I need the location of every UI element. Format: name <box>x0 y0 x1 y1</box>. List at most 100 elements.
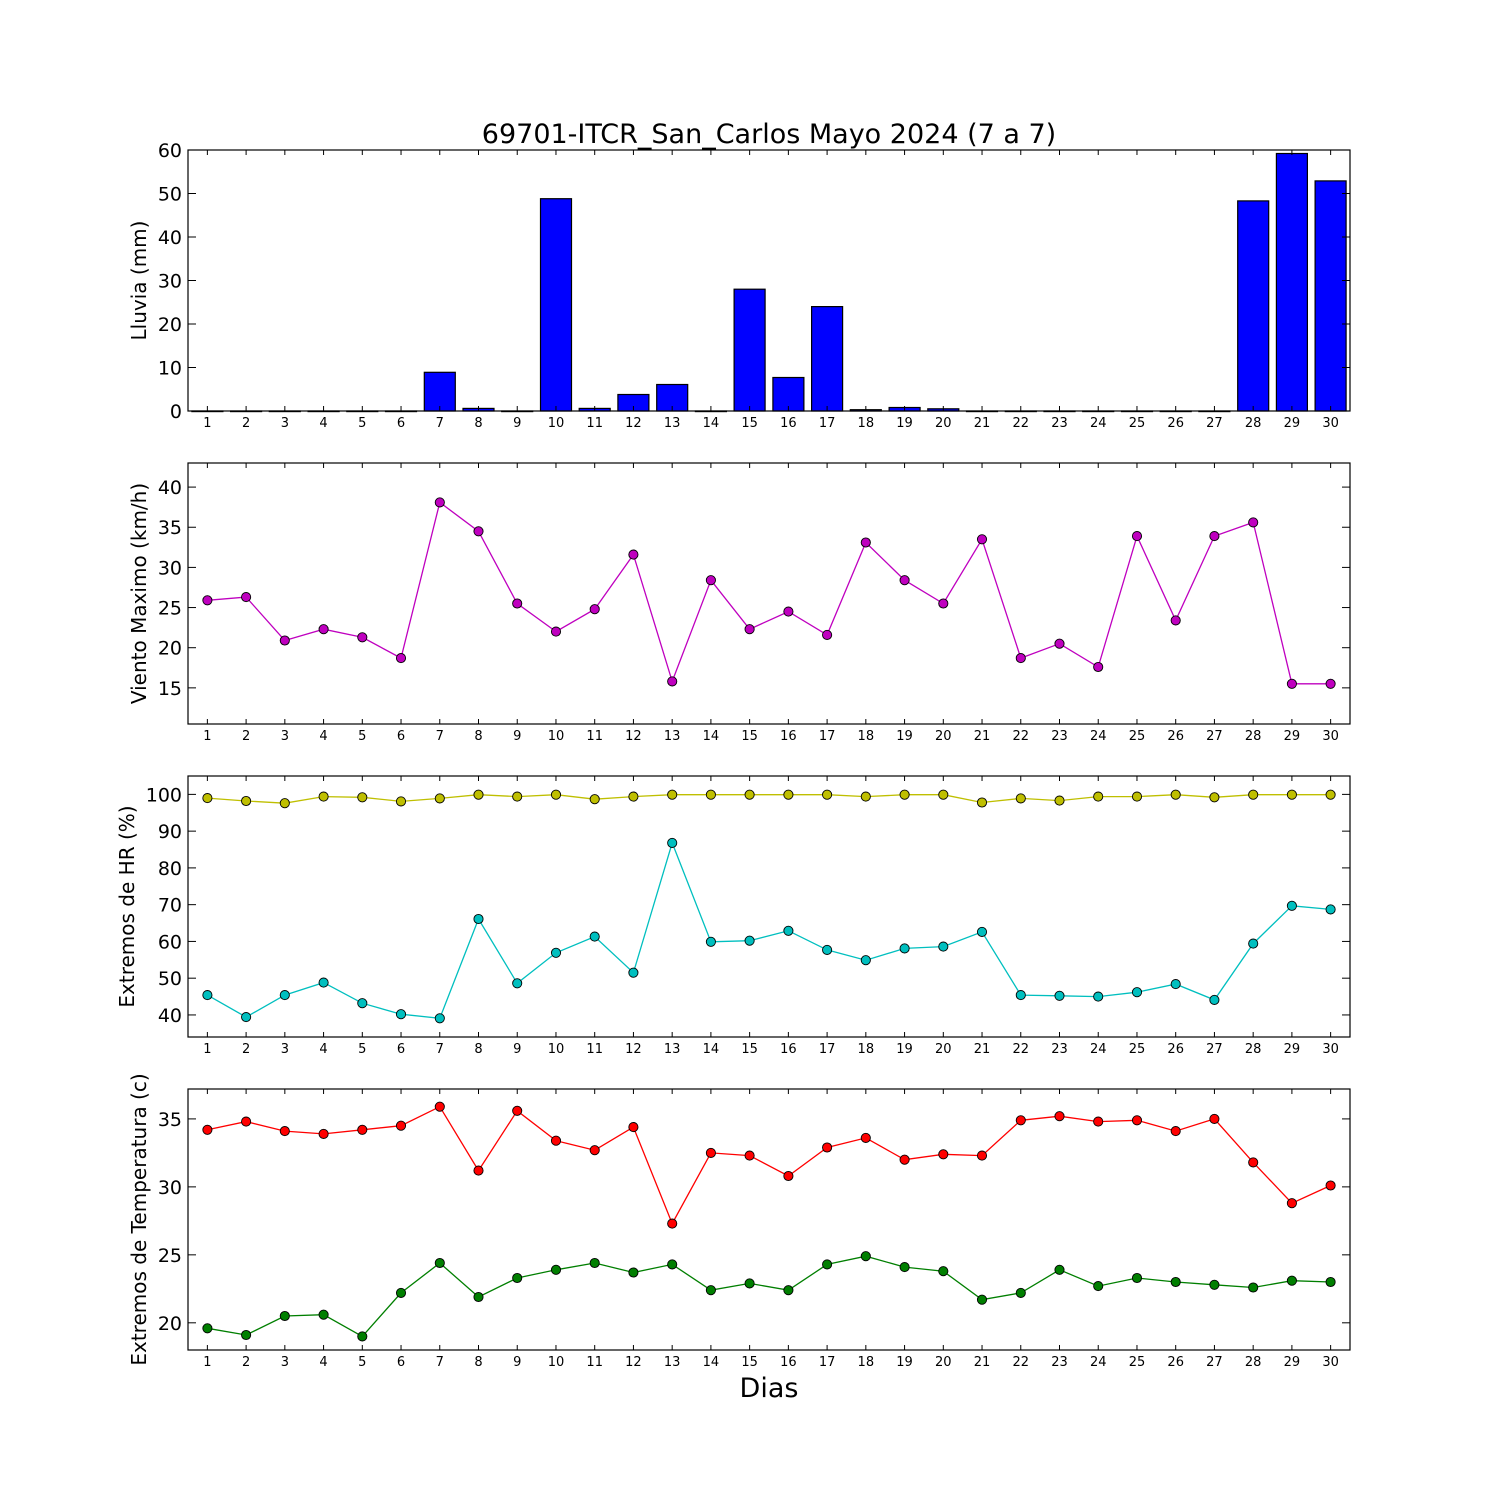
x-tick-label: 28 <box>1245 416 1262 431</box>
point-series-1-day-16 <box>783 606 794 617</box>
point-series-2-day-8 <box>473 1291 484 1303</box>
bar-day-28 <box>1237 200 1270 412</box>
x-tick-label: 24 <box>1090 1042 1107 1057</box>
point-series-1-day-12 <box>628 791 639 802</box>
bar-day-16 <box>772 376 805 412</box>
point-series-1-day-5 <box>357 1124 368 1135</box>
x-tick-label: 16 <box>780 729 797 744</box>
panel-4: 1 2 3 4 5 6 7 8 9 10 11 12 13 14 15 16 17 18 19 20 21 22 23 24 2… <box>127 1073 1351 1370</box>
point-series-1-day-20 <box>938 1149 949 1160</box>
point-series-1-day-3 <box>279 1126 290 1137</box>
y-tick-label: 20 <box>158 1313 182 1335</box>
point-series-1-day-27 <box>1209 1113 1220 1124</box>
x-tick-label: 25 <box>1129 729 1146 744</box>
point-series-2-day-14 <box>705 1285 716 1296</box>
point-series-2-day-7 <box>434 1257 445 1269</box>
x-tick-label: 5 <box>358 416 366 431</box>
x-tick-label: 2 <box>242 729 250 744</box>
y-tick-label: 10 <box>158 358 182 380</box>
x-tick-label: 22 <box>1012 1355 1029 1370</box>
panel-1: 1 2 3 4 5 6 7 8 9 10 11 12 13 14 15 16 17 18 19 20 21 22 23 24 2… <box>127 140 1351 431</box>
point-series-1-day-30 <box>1325 1180 1336 1191</box>
point-series-2-day-9 <box>512 978 523 989</box>
bar-day-17 <box>810 306 844 412</box>
y-tick-label: 15 <box>158 678 182 700</box>
plot-frame <box>187 775 1351 1038</box>
x-tick-label: 6 <box>397 1042 405 1057</box>
x-tick-label: 15 <box>741 416 758 431</box>
point-series-1-day-12 <box>628 1122 639 1133</box>
x-tick-label: 12 <box>625 1042 642 1057</box>
x-tick-label: 1 <box>203 1042 211 1057</box>
point-series-1-day-20 <box>938 789 949 800</box>
x-tick-label: 6 <box>397 416 405 431</box>
x-tick-label: 13 <box>664 1042 681 1057</box>
x-tick-label: 11 <box>586 729 603 744</box>
point-series-2-day-16 <box>783 925 794 936</box>
point-series-2-day-25 <box>1131 987 1143 998</box>
point-series-1-day-8 <box>473 1165 484 1176</box>
y-tick-label: 30 <box>158 271 182 293</box>
point-series-1-day-3 <box>279 635 290 646</box>
point-series-1-day-10 <box>550 626 562 637</box>
x-tick-label: 18 <box>858 1042 875 1057</box>
x-tick-label: 23 <box>1051 1355 1068 1370</box>
point-series-1-day-6 <box>395 653 407 664</box>
panel-2: 1 2 3 4 5 6 7 8 9 10 11 12 13 14 15 16 17 18 19 20 21 22 23 24 2… <box>127 462 1351 744</box>
point-series-1-day-27 <box>1209 531 1220 542</box>
y-tick-label: 60 <box>158 931 182 953</box>
y-tick-label: 50 <box>158 184 182 206</box>
y-tick-label: 25 <box>158 598 182 620</box>
x-tick-label: 30 <box>1322 416 1339 431</box>
x-tick-label: 3 <box>281 729 289 744</box>
point-series-1-day-22 <box>1015 653 1026 664</box>
point-series-1-day-18 <box>860 537 871 548</box>
point-series-2-day-3 <box>279 1310 290 1322</box>
x-tick-label: 8 <box>474 1042 482 1057</box>
x-tick-label: 17 <box>819 1042 836 1057</box>
y-tick-label: 90 <box>158 821 182 843</box>
x-tick-label: 29 <box>1284 1355 1301 1370</box>
y-tick-label: 70 <box>158 895 182 917</box>
point-series-2-day-12 <box>628 1267 639 1278</box>
point-series-1-day-24 <box>1093 1116 1104 1127</box>
x-tick-label: 5 <box>358 729 366 744</box>
x-tick-label: 18 <box>858 729 875 744</box>
x-tick-label: 15 <box>741 1042 758 1057</box>
x-tick-label: 18 <box>858 1355 875 1370</box>
point-series-1-day-26 <box>1170 789 1181 800</box>
point-series-1-day-21 <box>976 534 988 545</box>
x-tick-label: 24 <box>1090 416 1107 431</box>
x-tick-label: 7 <box>436 1042 444 1057</box>
x-tick-label: 22 <box>1012 729 1029 744</box>
point-series-1-day-4 <box>318 624 329 635</box>
x-tick-label: 27 <box>1206 1042 1223 1057</box>
x-tick-label: 23 <box>1051 416 1068 431</box>
point-series-1-day-8 <box>473 789 484 800</box>
x-tick-label: 3 <box>281 1042 289 1057</box>
series-line-1 <box>207 501 1331 685</box>
x-tick-label: 4 <box>319 1042 327 1057</box>
series-line-2 <box>207 840 1331 1019</box>
y-tick-label: 40 <box>158 477 182 499</box>
point-series-1-day-22 <box>1015 793 1026 804</box>
plot-frame <box>187 462 1351 725</box>
point-series-1-day-14 <box>705 575 716 586</box>
x-tick-label: 2 <box>242 1355 250 1370</box>
point-series-2-day-18 <box>860 955 871 966</box>
point-series-2-day-4 <box>318 977 329 988</box>
x-tick-label: 29 <box>1284 1042 1301 1057</box>
x-tick-label: 25 <box>1129 416 1146 431</box>
point-series-1-day-13 <box>667 789 678 800</box>
x-tick-label: 4 <box>319 729 327 744</box>
point-series-1-day-1 <box>202 595 213 606</box>
y-tick-label: 60 <box>158 140 182 162</box>
x-tick-label: 27 <box>1206 1355 1223 1370</box>
point-series-2-day-22 <box>1015 990 1026 1001</box>
point-series-1-day-7 <box>434 497 445 508</box>
x-tick-label: 5 <box>358 1042 366 1057</box>
point-series-1-day-22 <box>1015 1115 1026 1126</box>
x-tick-label: 4 <box>319 1355 327 1370</box>
x-tick-label: 14 <box>703 729 720 744</box>
point-series-2-day-24 <box>1093 991 1104 1002</box>
